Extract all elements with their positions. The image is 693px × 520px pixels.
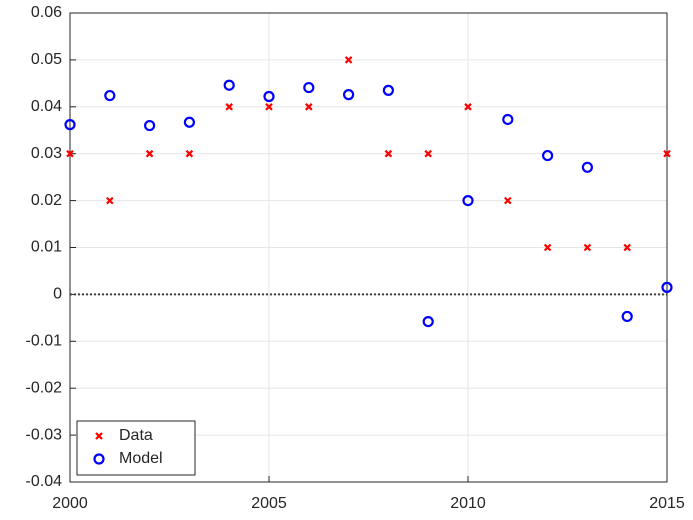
marker-circle [382, 84, 394, 96]
marker-x [583, 243, 592, 252]
marker-x [66, 149, 74, 158]
y-tick-label: 0.01 [31, 239, 62, 256]
y-tick-label: -0.04 [26, 473, 63, 490]
y-tick-label: -0.01 [26, 333, 63, 350]
y-tick-label: 0.05 [31, 51, 62, 68]
marker-circle [422, 316, 434, 328]
marker-x [464, 103, 472, 111]
marker-circle [581, 161, 594, 173]
x-tick-label: 2005 [251, 495, 287, 512]
x-tick-label: 2000 [52, 495, 88, 512]
marker-x [145, 149, 154, 158]
marker-circle [462, 195, 474, 207]
marker-circle [223, 79, 235, 91]
y-tick-label: 0.06 [31, 4, 62, 21]
marker-x [185, 149, 194, 158]
marker-x [663, 149, 671, 158]
y-tick-label: 0.03 [31, 145, 62, 162]
marker-circle [541, 149, 554, 162]
marker-circle [661, 281, 673, 293]
marker-circle [144, 119, 156, 132]
marker-x [106, 196, 114, 205]
x-tick-label: 2010 [450, 495, 486, 512]
legend-box [76, 420, 196, 476]
marker-circle [64, 119, 76, 131]
marker-circle [104, 89, 116, 102]
marker-x [543, 243, 552, 252]
marker-x [384, 149, 393, 158]
marker-circle [93, 453, 105, 465]
y-tick-label: -0.03 [26, 426, 63, 443]
marker-x [623, 243, 631, 252]
marker-x [265, 103, 273, 111]
y-tick-label: 0.02 [31, 192, 62, 209]
marker-circle [263, 90, 275, 103]
legend-label: Data [119, 427, 153, 444]
marker-x [424, 149, 432, 158]
marker-circle [303, 81, 315, 94]
marker-circle [343, 89, 355, 101]
marker-x [504, 196, 512, 205]
y-tick-label: 0 [53, 286, 62, 303]
y-tick-label: -0.02 [26, 379, 63, 396]
marker-x [344, 56, 353, 64]
y-tick-label: 0.04 [31, 98, 62, 115]
marker-circle [621, 310, 633, 323]
marker-circle [183, 116, 195, 128]
marker-x [305, 103, 313, 111]
marker-circle [502, 113, 514, 126]
axes-box [69, 12, 668, 483]
marker-x [95, 432, 103, 440]
marker-x [225, 103, 233, 111]
x-tick-label: 2015 [649, 495, 685, 512]
legend-label: Model [119, 450, 163, 467]
